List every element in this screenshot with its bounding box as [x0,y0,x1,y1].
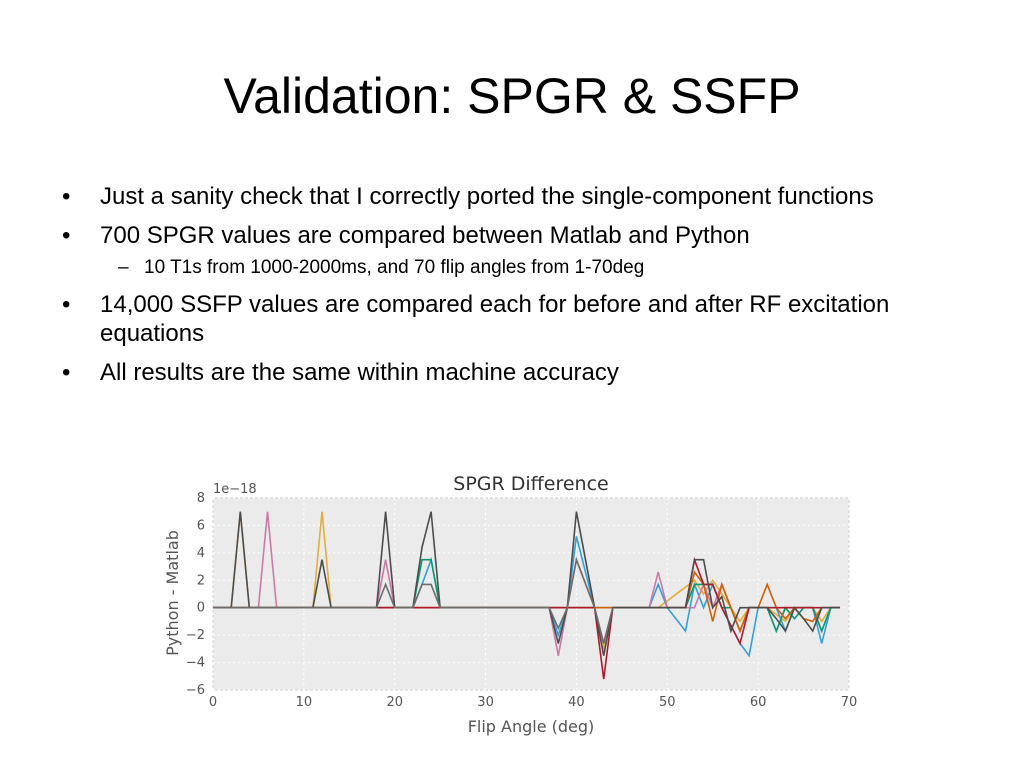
y-tick-label: 4 [197,546,205,561]
y-tick-label: 2 [197,573,205,588]
bullet-marker: • [62,183,71,210]
y-tick-label: −4 [186,656,205,671]
series-line-8 [213,556,614,644]
bullet-marker: • [62,291,71,318]
y-scale-label: 1e−18 [213,482,257,497]
y-tick-label: −2 [186,628,205,643]
x-axis-label: Flip Angle (deg) [468,717,595,736]
sub-bullet-marker: – [118,257,129,278]
x-tick-label: 70 [841,695,858,710]
bullet-text: 14,000 SSFP values are compared each for… [100,291,890,347]
series-line-1 [213,511,840,650]
bullet-item: • Just a sanity check that I correctly p… [62,182,962,211]
sub-bullet-item: – 10 T1s from 1000-2000ms, and 70 flip a… [62,256,962,280]
bullet-marker: • [62,359,71,386]
y-tick-label: 6 [197,518,205,533]
y-tick-labels: −6 −4 −2 0 2 4 6 8 [186,491,205,698]
bullet-item: • 14,000 SSFP values are compared each f… [62,290,962,348]
bullet-marker: • [62,222,71,249]
x-tick-labels: 0 10 20 30 40 50 60 70 [209,695,857,710]
x-tick-label: 0 [209,695,217,710]
x-tick-label: 60 [750,695,767,710]
slide-title: Validation: SPGR & SSFP [223,68,801,124]
y-tick-label: 0 [197,601,205,616]
series-group [213,511,840,680]
bullet-item: • 700 SPGR values are compared between M… [62,221,962,250]
bullet-text: All results are the same within machine … [100,359,619,386]
y-tick-label: −6 [186,683,205,698]
bullet-item: • All results are the same within machin… [62,358,962,387]
chart-title: SPGR Difference [453,473,608,495]
x-tick-label: 20 [386,695,403,710]
bullet-text: Just a sanity check that I correctly por… [100,183,874,210]
x-tick-label: 50 [659,695,676,710]
x-tick-label: 40 [568,695,585,710]
bullet-list: • Just a sanity check that I correctly p… [62,182,962,397]
spgr-difference-chart: 0 10 20 30 40 50 60 70 −6 −4 −2 0 2 4 6 8 SPGR Differe… [163,473,857,736]
y-tick-label: 8 [197,491,205,506]
y-axis-label: Python - Matlab [163,530,182,656]
bullet-text: 700 SPGR values are compared between Mat… [100,222,750,249]
x-tick-label: 10 [296,695,313,710]
plot-area [212,497,850,691]
sub-bullet-text: 10 T1s from 1000-2000ms, and 70 flip ang… [144,257,645,278]
x-tick-label: 30 [477,695,494,710]
